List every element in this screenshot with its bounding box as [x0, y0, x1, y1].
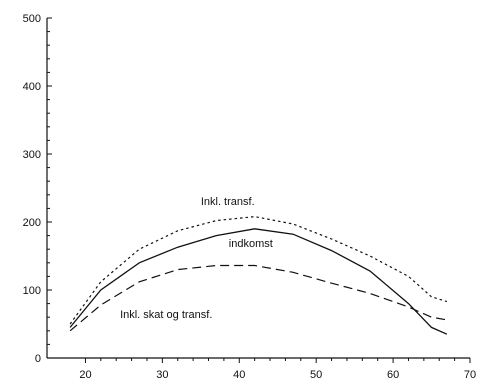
- x-tick-label: 30: [156, 369, 168, 381]
- x-tick-label: 20: [79, 369, 91, 381]
- series-label-inkl-skat-og-transf: Inkl. skat og transf.: [120, 309, 212, 321]
- x-tick-label: 40: [233, 369, 245, 381]
- series-line-indkomst: [69, 228, 448, 335]
- series-label-indkomst: indkomst: [229, 238, 273, 250]
- series-line-inkl-transf: [69, 215, 448, 325]
- series-label-inkl-transf: Inkl. transf.: [201, 196, 255, 208]
- x-tick-label: 50: [310, 369, 322, 381]
- x-tick-label: 60: [387, 369, 399, 381]
- y-tick-label: 400: [23, 81, 41, 93]
- y-tick-label: 100: [23, 285, 41, 297]
- y-tick-label: 200: [23, 217, 41, 229]
- series-line-inkl-skat-og-transf: [69, 264, 448, 332]
- y-tick-label: 300: [23, 149, 41, 161]
- y-tick-label: 500: [23, 13, 41, 25]
- x-tick-label: 70: [464, 369, 476, 381]
- y-tick-label: 0: [35, 353, 41, 365]
